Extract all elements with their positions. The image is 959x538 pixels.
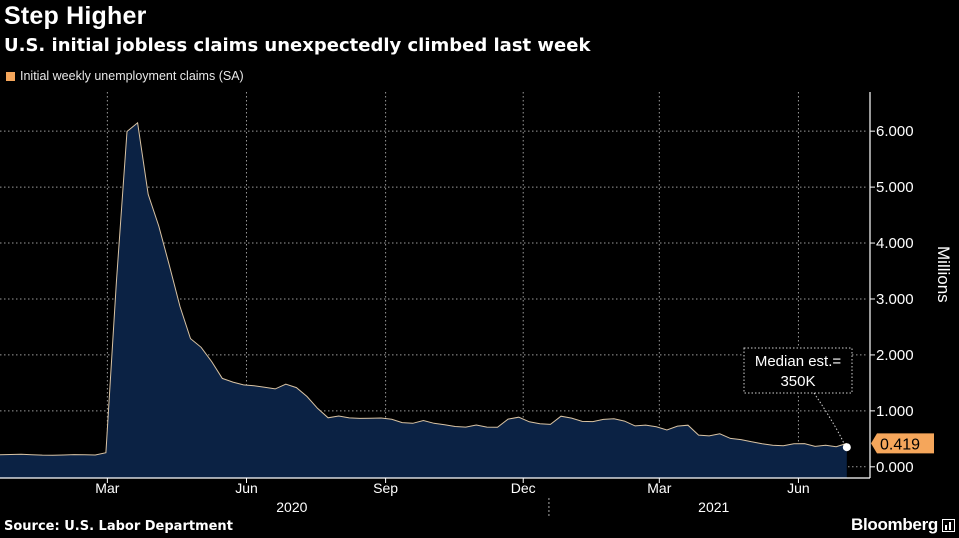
chart-title: Step Higher: [4, 2, 147, 30]
series-area: [0, 122, 847, 479]
legend-label: Initial weekly unemployment claims (SA): [20, 69, 244, 83]
last-value-badge: [871, 433, 934, 454]
year-label: 2020: [276, 499, 307, 515]
y-tick-label: 2.000: [876, 347, 914, 364]
brand-logo: Bloomberg: [851, 515, 955, 535]
y-axis-title: Millions: [934, 246, 953, 303]
series-line: [0, 121, 847, 456]
y-tick-label: 0.000: [876, 459, 914, 476]
annotation-leader: [813, 392, 846, 446]
y-tick-label: 5.000: [876, 179, 914, 196]
legend-swatch: [6, 71, 15, 81]
y-tick-label: 1.000: [876, 403, 914, 420]
x-tick-label: Sep: [373, 480, 398, 496]
legend: Initial weekly unemployment claims (SA): [6, 69, 244, 83]
brand-name: Bloomberg: [850, 515, 938, 534]
y-tick-label: 3.000: [876, 291, 914, 308]
x-tick-label: Mar: [647, 480, 671, 496]
axes: 0.000 1.000 2.000 3.000 4.000 5.000 6.000 Milli…: [0, 92, 953, 516]
y-tick-label: 6.000: [876, 123, 914, 140]
x-tick-label: Jun: [787, 480, 810, 496]
annotation-text-line1: Median est.=: [755, 353, 842, 370]
x-tick-label: Jun: [235, 480, 258, 496]
estimate-marker: [842, 443, 851, 452]
source-note: Source: U.S. Labor Department: [4, 519, 233, 534]
year-label: 2021: [698, 499, 729, 515]
x-tick-label: Dec: [511, 480, 536, 496]
last-value-label: 0.419: [880, 436, 920, 453]
plot-area: [0, 121, 847, 479]
annotations: Median est.= 350K 0.419: [743, 347, 934, 454]
y-tick-label: 4.000: [876, 235, 914, 252]
x-tick-label: Mar: [95, 480, 119, 496]
annotation-text-line2: 350K: [780, 373, 815, 390]
annotation-box: [743, 347, 853, 394]
chart-subtitle: U.S. initial jobless claims unexpectedly…: [4, 35, 591, 56]
bar-chart-icon: [942, 518, 955, 532]
